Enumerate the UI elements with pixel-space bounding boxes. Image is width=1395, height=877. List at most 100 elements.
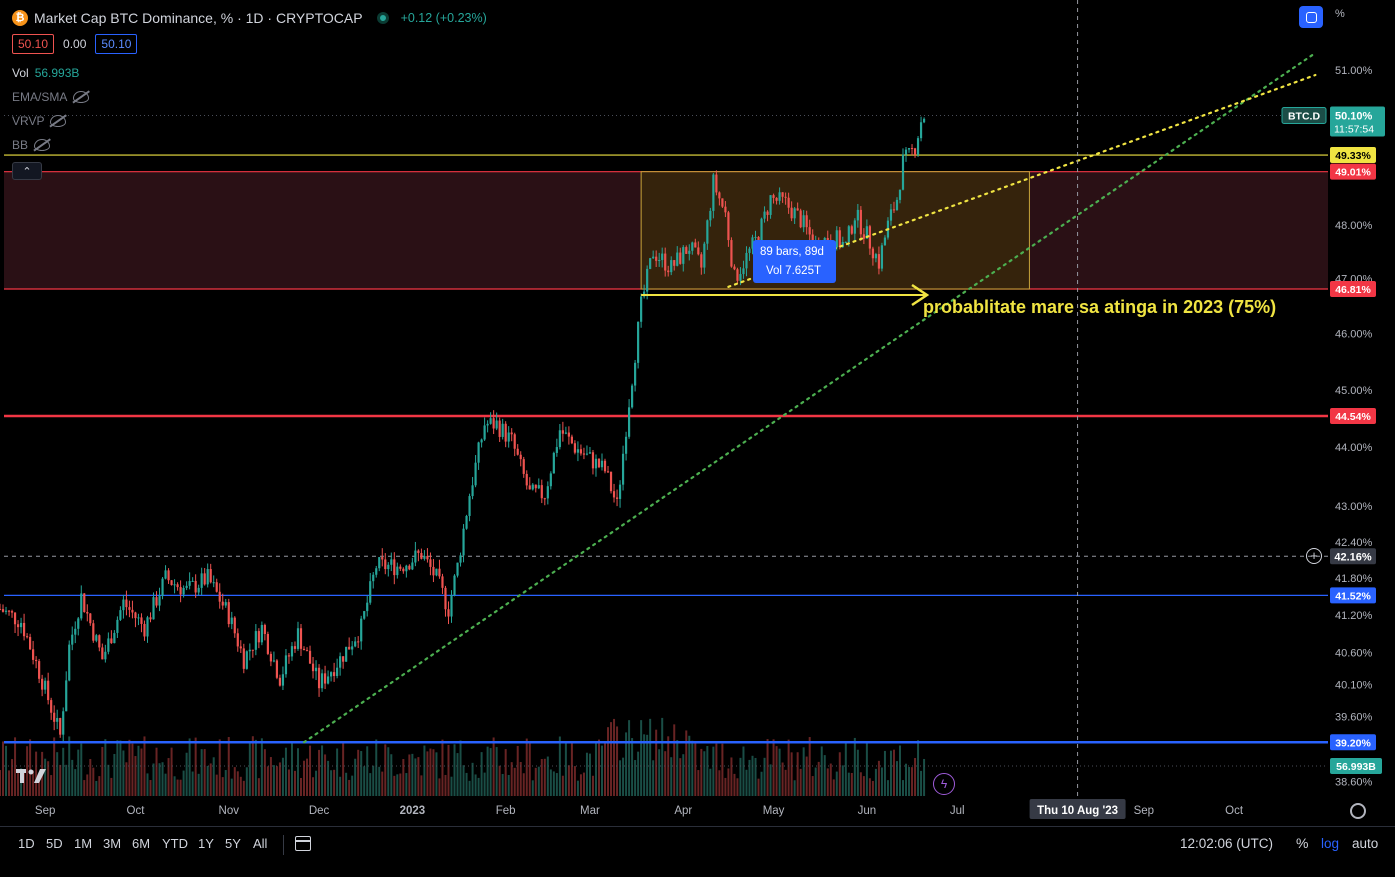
calendar-goto-icon[interactable] — [295, 836, 311, 851]
sync-icon[interactable] — [1299, 6, 1323, 28]
candle-body — [612, 491, 616, 498]
volume-bar — [26, 746, 29, 796]
candle-body — [25, 636, 29, 638]
volume-bar — [245, 767, 248, 796]
candle-body — [86, 612, 89, 614]
percent-scale-toggle[interactable]: % — [1296, 835, 1309, 851]
volume-bar — [290, 742, 293, 796]
candle-body — [423, 555, 426, 559]
candle-body — [739, 274, 742, 281]
volume-bar — [56, 752, 59, 796]
candle-body — [402, 568, 405, 572]
timeframe-3m[interactable]: 3M — [103, 836, 122, 851]
market-status-icon[interactable] — [376, 12, 389, 24]
candle-body — [865, 226, 868, 239]
spread-value: 0.00 — [63, 37, 87, 51]
candle-body — [0, 608, 2, 610]
buy-button[interactable]: 50.10 — [95, 34, 138, 54]
candle-body — [649, 258, 652, 269]
candle-body — [901, 154, 905, 190]
candle-body — [194, 580, 197, 593]
timeframe-all[interactable]: All — [253, 836, 268, 851]
utc-clock[interactable]: 12:02:06 (UTC) — [1180, 836, 1274, 851]
hidden-eye-icon[interactable] — [50, 115, 67, 127]
add-alert-plus-icon[interactable]: + — [1306, 548, 1322, 564]
time-axis-label: Oct — [127, 805, 146, 817]
volume-bar — [742, 746, 745, 796]
volume-bar — [844, 741, 847, 796]
candle-body — [483, 425, 486, 440]
candle-body — [275, 660, 279, 678]
volume-bar — [2, 741, 5, 796]
crosshair-price-label — [1330, 548, 1376, 565]
timeframe-1d[interactable]: 1D — [18, 836, 35, 851]
candle-body — [802, 215, 805, 228]
candle-body — [892, 209, 896, 211]
candle-body — [618, 484, 622, 499]
volume-bar — [29, 739, 32, 796]
indicator-volume[interactable]: Vol 56.993B — [12, 66, 79, 80]
volume-bar — [357, 749, 360, 796]
candle-body — [835, 230, 838, 248]
price-axis-tick: 42.40% — [1335, 537, 1373, 549]
volume-bar — [643, 734, 646, 796]
candle-body — [573, 443, 577, 453]
candle-body — [597, 458, 601, 468]
volume-bar — [447, 744, 450, 796]
indicator-bb[interactable]: BB — [12, 138, 51, 152]
lightning-icon[interactable]: ϟ — [933, 773, 955, 795]
log-scale-toggle[interactable]: log — [1321, 836, 1340, 851]
indicator-vrvp[interactable]: VRVP — [12, 114, 67, 128]
candle-body — [293, 646, 297, 649]
timeframe-ytd[interactable]: YTD — [162, 836, 188, 851]
candle-body — [19, 622, 23, 628]
candle-body — [137, 617, 140, 619]
volume-bar — [456, 753, 459, 796]
candle-body — [326, 676, 330, 684]
symbol-header[interactable]: ₿ Market Cap BTC Dominance, % · 1D · CRY… — [12, 8, 487, 28]
volume-bar — [775, 746, 778, 796]
volume-bar — [700, 748, 703, 796]
volume-bar — [835, 771, 838, 796]
candle-body — [540, 485, 543, 499]
candle-body — [516, 448, 519, 455]
candle-body — [182, 587, 185, 595]
settings-gear-icon[interactable] — [1350, 803, 1366, 819]
volume-bar — [80, 743, 83, 796]
candle-body — [570, 436, 573, 444]
timeframe-1y[interactable]: 1Y — [198, 836, 214, 851]
timeframe-6m[interactable]: 6M — [132, 836, 151, 851]
volume-bar — [131, 743, 134, 796]
indicator-ema-sma[interactable]: EMA/SMA — [12, 90, 90, 104]
candlestick-series — [0, 116, 926, 742]
time-axis-label: Sep — [1134, 805, 1154, 817]
timeframe-5y[interactable]: 5Y — [225, 836, 241, 851]
hidden-eye-icon[interactable] — [73, 91, 90, 103]
volume-bar — [634, 760, 637, 796]
symbol-title[interactable]: Market Cap BTC Dominance, % · 1D · CRYPT… — [34, 10, 363, 26]
timeframe-1m[interactable]: 1M — [74, 836, 93, 851]
candle-body — [790, 207, 793, 219]
volume-bar — [525, 738, 528, 796]
volume-bar — [98, 776, 101, 796]
auto-scale-toggle[interactable]: auto — [1352, 836, 1379, 851]
sell-button[interactable]: 50.10 — [12, 34, 55, 54]
volume-bar — [874, 768, 877, 796]
hidden-eye-icon[interactable] — [34, 139, 51, 151]
volume-bar — [59, 764, 62, 796]
candle-body — [673, 260, 676, 266]
volume-bar — [312, 777, 315, 796]
volume-bar — [164, 773, 167, 796]
volume-bar — [703, 751, 706, 796]
price-change: +0.12 (+0.23%) — [400, 11, 487, 25]
volume-bar — [119, 740, 122, 796]
candle-body — [278, 677, 282, 686]
tradingview-logo-icon[interactable] — [16, 767, 48, 785]
candle-body — [13, 612, 17, 625]
volume-bar — [444, 774, 447, 796]
collapse-legend-button[interactable]: ⌃ — [12, 162, 42, 180]
timeframe-5d[interactable]: 5D — [46, 836, 63, 851]
candle-body — [35, 659, 38, 662]
